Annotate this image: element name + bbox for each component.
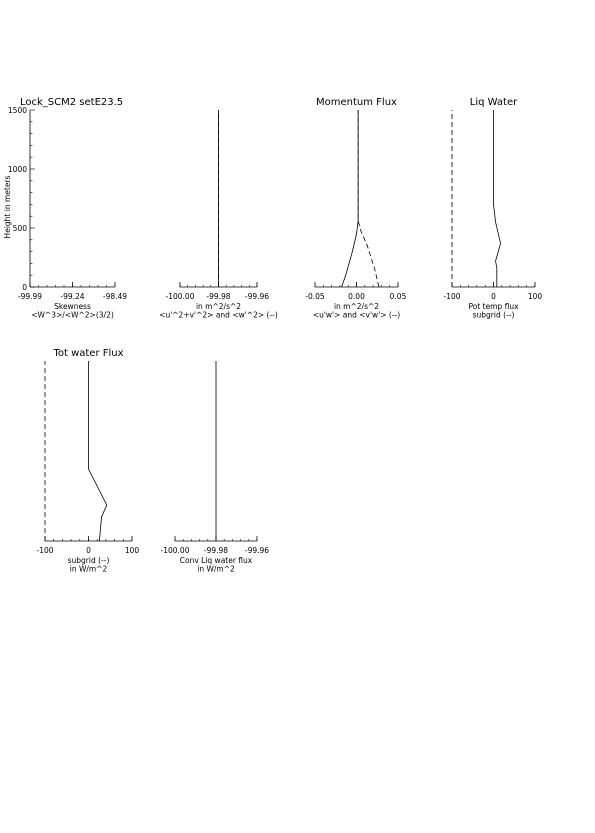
panel-title: Momentum Flux bbox=[316, 97, 397, 108]
x-tick-label: 100 bbox=[125, 546, 140, 555]
chart-panel-2: -100.00 -99.98 -99.96 in m^2/s^2<u'^2+v'^2>… bbox=[159, 110, 278, 320]
x-tick-label: 0 bbox=[86, 546, 91, 555]
series-line-1 bbox=[341, 110, 359, 288]
y-tick-label: 1000 bbox=[8, 165, 27, 174]
y-axis-label: Height in meters bbox=[3, 175, 12, 238]
chart-panel-1: -99.99 -99.24 -98.49 Skewness<W^3>/<W^2>(3/… bbox=[8, 106, 127, 320]
x-tick-label: -99.96 bbox=[245, 292, 269, 301]
x-axis-label: subgrid (--) bbox=[68, 556, 110, 565]
series-line-2 bbox=[88, 361, 108, 542]
x-axis-label: <W^3>/<W^2>(3/2) bbox=[31, 311, 114, 320]
x-axis-label: Pot temp flux bbox=[468, 302, 519, 311]
x-tick-label: 0 bbox=[491, 292, 496, 301]
x-tick-label: -100 bbox=[36, 546, 53, 555]
x-tick-label: -98.49 bbox=[103, 292, 127, 301]
series-line-2 bbox=[357, 110, 380, 288]
x-axis-label: Skewness bbox=[54, 302, 91, 311]
page-title: Lock_SCM2 setE23.5 bbox=[20, 97, 123, 108]
chart-panel-3: -0.05 0.00 0.05 in m^2/s^2<u'w'> and <v'w'>… bbox=[305, 97, 406, 320]
x-axis-label: in m^2/s^2 bbox=[334, 302, 379, 311]
x-axis-label: in W/m^2 bbox=[197, 565, 235, 574]
y-tick-label: 0 bbox=[22, 283, 27, 292]
x-tick-label: 0.05 bbox=[390, 292, 407, 301]
x-axis-label: Conv Liq water flux bbox=[180, 556, 253, 565]
x-tick-label: -99.96 bbox=[245, 546, 269, 555]
chart-panel-5: -100 0 100 subgrid (--)in W/m^2 Tot water Fl… bbox=[36, 348, 139, 574]
series-line-2 bbox=[493, 110, 501, 287]
x-tick-label: 0.00 bbox=[348, 292, 365, 301]
x-tick-label: -99.24 bbox=[60, 292, 84, 301]
x-tick-label: -100.00 bbox=[161, 546, 190, 555]
x-tick-label: 100 bbox=[528, 292, 543, 301]
x-tick-label: -100.00 bbox=[166, 292, 195, 301]
y-tick-label: 1500 bbox=[8, 106, 27, 115]
x-tick-label: -99.98 bbox=[206, 292, 230, 301]
panel-title: Liq Water bbox=[470, 97, 518, 108]
x-tick-label: -100 bbox=[443, 292, 460, 301]
y-tick-label: 500 bbox=[13, 224, 28, 233]
x-tick-label: -0.05 bbox=[305, 292, 325, 301]
panel-title: Tot water Flux bbox=[52, 348, 123, 359]
x-tick-label: -99.99 bbox=[18, 292, 42, 301]
x-axis-label: <u'w'> and <v'w'> (--) bbox=[313, 311, 400, 320]
x-axis-label: <u'^2+v'^2> and <w'^2> (--) bbox=[159, 311, 278, 320]
x-axis-label: subgrid (--) bbox=[473, 311, 515, 320]
x-axis-label: in m^2/s^2 bbox=[196, 302, 241, 311]
x-tick-label: -99.98 bbox=[204, 546, 228, 555]
x-axis-label: in W/m^2 bbox=[70, 565, 108, 574]
